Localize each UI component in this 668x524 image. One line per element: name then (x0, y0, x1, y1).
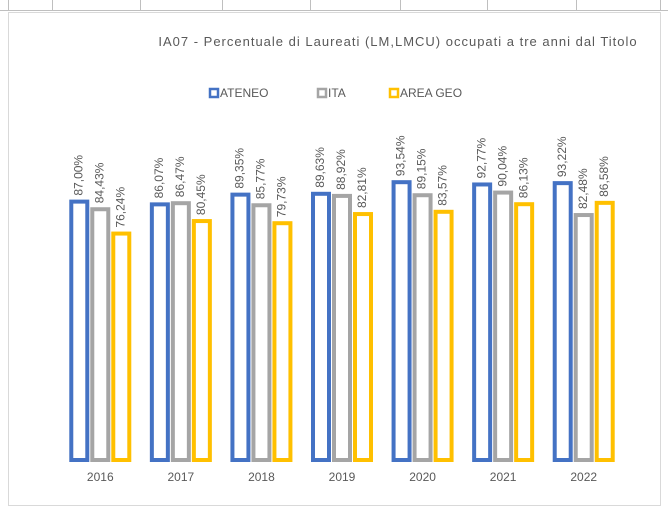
data-label: 83,57% (436, 165, 450, 206)
x-tick-label: 2019 (329, 470, 356, 484)
x-tick-label: 2021 (490, 470, 517, 484)
data-label: 82,81% (355, 167, 369, 208)
data-label: 88,92% (334, 149, 348, 190)
bar (332, 193, 352, 462)
bar (69, 199, 90, 463)
bar (573, 213, 594, 462)
data-label: 86,47% (173, 156, 187, 197)
data-label: 86,58% (597, 156, 611, 197)
data-label: 93,54% (394, 135, 408, 176)
data-label: 89,35% (233, 148, 247, 189)
chart-title: IA07 - Percentuale di Laureati (LM,LMCU)… (158, 34, 638, 49)
x-tick-label: 2020 (409, 470, 436, 484)
legend-label: ATENEO (220, 86, 268, 100)
data-label: 79,73% (275, 176, 289, 217)
legend-swatch (388, 87, 400, 99)
x-tick-label: 2018 (248, 470, 275, 484)
bar (594, 200, 615, 463)
data-label: 84,43% (92, 162, 106, 203)
data-label: 89,15% (415, 148, 429, 189)
bar (170, 201, 191, 462)
bar (353, 212, 373, 462)
data-label: 82,48% (576, 168, 590, 209)
data-label: 80,45% (194, 174, 208, 215)
legend-label: AREA GEO (400, 86, 462, 100)
data-label: 89,63% (313, 147, 327, 188)
bar (111, 231, 132, 462)
bar (514, 202, 535, 462)
data-label: 86,07% (152, 157, 166, 198)
data-label: 92,77% (474, 137, 488, 178)
bar (149, 202, 170, 462)
bar (272, 221, 293, 462)
bar (391, 180, 412, 463)
bar (493, 190, 514, 462)
chart-border (8, 12, 661, 506)
bar (251, 203, 272, 462)
bar (311, 191, 331, 463)
data-label: 93,22% (555, 136, 569, 177)
legend-swatch (316, 87, 328, 99)
legend-label: ITA (328, 86, 346, 100)
bar (191, 219, 212, 462)
bar (552, 181, 573, 462)
bar (412, 193, 433, 463)
data-label: 76,24% (113, 187, 127, 228)
data-label: 90,04% (495, 146, 509, 187)
x-tick-label: 2022 (570, 470, 597, 484)
data-label: 86,13% (516, 157, 530, 198)
bar (433, 209, 454, 462)
x-tick-label: 2016 (87, 470, 114, 484)
data-label: 85,77% (254, 158, 268, 199)
table-strip (0, 0, 668, 11)
x-tick-label: 2017 (168, 470, 195, 484)
bar (90, 207, 111, 462)
bar (230, 192, 251, 462)
legend-swatch (208, 87, 220, 99)
bar (472, 182, 493, 462)
data-label: 87,00% (71, 155, 85, 196)
